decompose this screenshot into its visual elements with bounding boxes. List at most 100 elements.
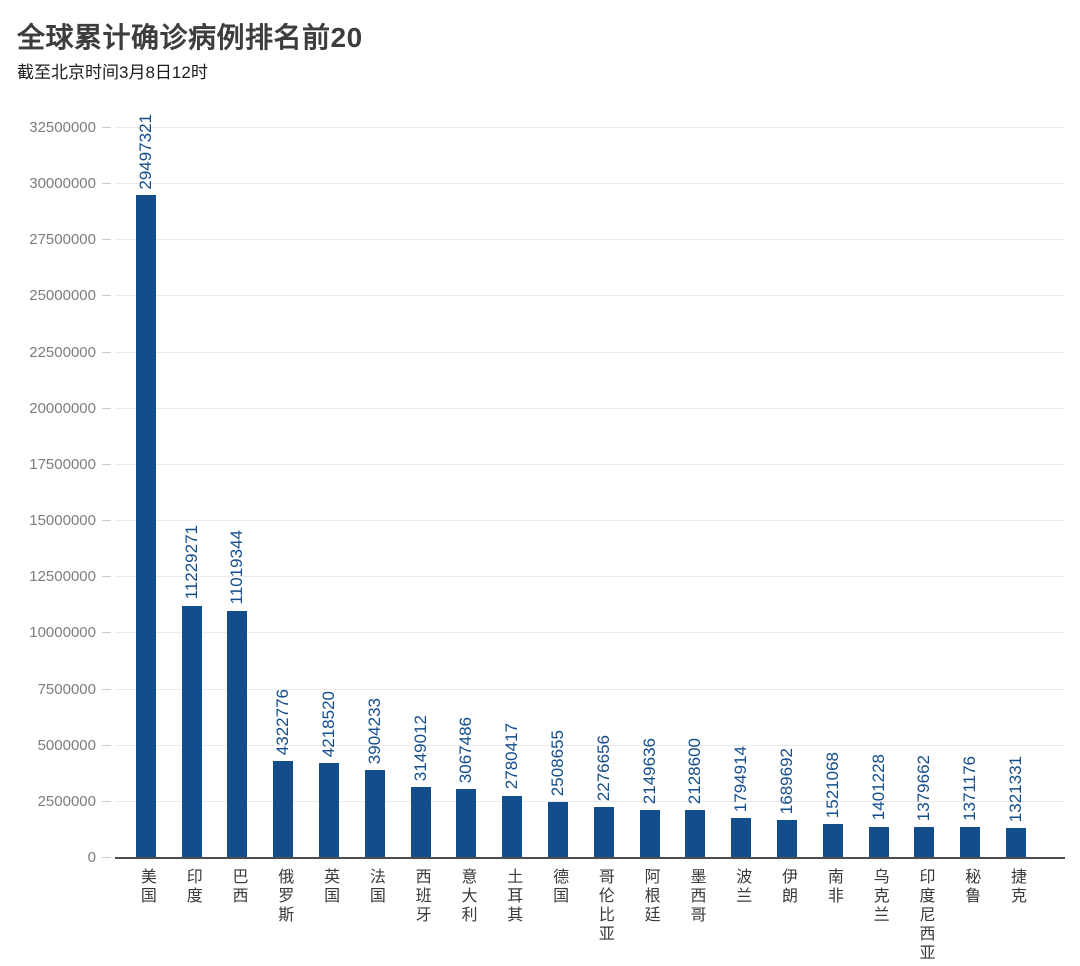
x-category-label: 印度 xyxy=(183,868,201,906)
bar-value-label: 1794914 xyxy=(731,745,751,812)
bar-column: 11019344 xyxy=(215,128,261,858)
x-label-cell: 乌克兰 xyxy=(856,859,902,963)
bar-column: 3067486 xyxy=(444,128,490,858)
bar-column: 2276656 xyxy=(581,128,627,858)
bar-value-label: 2128600 xyxy=(685,738,705,805)
y-tick-label: 25000000 xyxy=(29,287,96,305)
x-category-label: 巴西 xyxy=(229,868,247,906)
y-tick-mark xyxy=(102,688,111,690)
y-tick-mark xyxy=(102,351,111,353)
x-category-label: 捷克 xyxy=(1008,868,1026,906)
x-category-label: 墨西哥 xyxy=(687,868,705,925)
x-category-label: 英国 xyxy=(321,868,339,906)
bar-column: 1794914 xyxy=(718,128,764,858)
bar xyxy=(548,801,569,858)
x-category-label: 法国 xyxy=(366,868,384,906)
bar-value-label: 1379662 xyxy=(914,754,934,821)
gridline xyxy=(115,800,1065,802)
x-label-cell: 印度尼西亚 xyxy=(902,859,948,963)
bar-value-label: 2780417 xyxy=(502,723,522,790)
chart-subtitle: 截至北京时间3月8日12时 xyxy=(17,63,208,82)
gridline xyxy=(115,127,1065,128)
bar xyxy=(639,809,660,858)
y-tick-mark xyxy=(102,463,111,465)
bar xyxy=(181,605,202,858)
bar xyxy=(914,827,935,858)
bar-value-label: 1371176 xyxy=(960,756,980,822)
y-tick-label: 30000000 xyxy=(29,175,96,193)
bar-column: 29497321 xyxy=(123,114,169,858)
gridline xyxy=(115,407,1065,409)
x-label-cell: 伊朗 xyxy=(764,859,810,963)
bar-column: 11229271 xyxy=(169,128,215,858)
x-label-cell: 法国 xyxy=(352,859,398,963)
bar xyxy=(593,806,614,858)
bar-value-label: 4218520 xyxy=(319,691,339,758)
bar-column: 3904233 xyxy=(352,128,398,858)
y-tick-mark xyxy=(102,576,111,578)
gridline xyxy=(115,744,1065,746)
x-category-label: 乌克兰 xyxy=(870,868,888,925)
bar xyxy=(822,823,843,858)
bar-column: 1379662 xyxy=(902,128,948,858)
y-tick-mark xyxy=(102,800,111,802)
x-axis-line xyxy=(115,857,1065,859)
bar xyxy=(456,789,477,858)
y-tick-label: 17500000 xyxy=(29,455,96,473)
bar xyxy=(135,195,156,858)
gridline xyxy=(115,688,1065,690)
x-axis-labels: 美国 印度 巴西 俄罗斯 英国 法国 西班牙 意大利 土耳其 德国 哥伦比亚 阿根廷 墨西哥 波兰 伊朗 南非… xyxy=(115,859,1065,963)
bar-value-label: 1521068 xyxy=(822,751,842,818)
bar-column: 4322776 xyxy=(260,128,306,858)
y-tick-label: 15000000 xyxy=(29,512,96,530)
bar-value-label: 11229271 xyxy=(181,525,201,600)
bar xyxy=(777,820,798,858)
x-category-label: 美国 xyxy=(137,868,155,906)
bar-column: 4218520 xyxy=(306,128,352,858)
x-category-label: 哥伦比亚 xyxy=(595,868,613,944)
x-category-label: 南非 xyxy=(824,868,842,906)
bar-value-label: 2276656 xyxy=(593,734,613,801)
x-category-label: 秘鲁 xyxy=(962,868,980,906)
bar-column: 1521068 xyxy=(810,128,856,858)
bar-chart-plot: 0 2500000 5000000 7500000 10000000 12500000 15… xyxy=(29,114,1065,963)
x-category-label: 波兰 xyxy=(733,868,751,906)
x-label-cell: 秘鲁 xyxy=(947,859,993,963)
bar-column: 1321331 xyxy=(993,128,1039,858)
x-label-cell: 印度 xyxy=(169,859,215,963)
x-category-label: 伊朗 xyxy=(779,868,797,906)
bar-value-label: 3067486 xyxy=(456,716,476,784)
gridline xyxy=(115,576,1065,578)
bar-value-label: 1401228 xyxy=(868,754,888,821)
bars-layer: 29497321 11229271 11019344 4322776 4218520 39… xyxy=(115,114,1065,858)
x-label-cell: 俄罗斯 xyxy=(260,859,306,963)
bar xyxy=(319,763,340,858)
bar xyxy=(227,610,248,858)
bar xyxy=(502,795,523,858)
y-tick-mark xyxy=(102,857,111,858)
bar-column: 2149636 xyxy=(627,128,673,858)
y-tick-label: 22500000 xyxy=(29,343,96,361)
gridline xyxy=(115,463,1065,465)
chart-title: 全球累计确诊病例排名前20 xyxy=(17,22,363,53)
x-label-cell: 德国 xyxy=(535,859,581,963)
x-category-label: 意大利 xyxy=(458,868,476,925)
y-tick-mark xyxy=(102,183,111,185)
x-category-label: 阿根廷 xyxy=(641,868,659,925)
y-tick-label: 5000000 xyxy=(37,736,96,754)
x-category-label: 俄罗斯 xyxy=(275,868,293,925)
bar-value-label: 1321331 xyxy=(1006,756,1026,823)
bar xyxy=(410,787,431,858)
y-tick-mark xyxy=(102,520,111,522)
y-tick-label: 10000000 xyxy=(29,624,96,642)
x-label-cell: 哥伦比亚 xyxy=(581,859,627,963)
x-category-label: 土耳其 xyxy=(504,868,522,925)
bar-value-label: 2149636 xyxy=(639,737,659,804)
gridline xyxy=(115,520,1065,522)
bar xyxy=(273,760,294,858)
bar-column: 3149012 xyxy=(398,128,444,858)
x-label-cell: 土耳其 xyxy=(489,859,535,963)
bar-value-label: 11019344 xyxy=(227,530,247,605)
y-tick-label: 12500000 xyxy=(29,568,96,586)
